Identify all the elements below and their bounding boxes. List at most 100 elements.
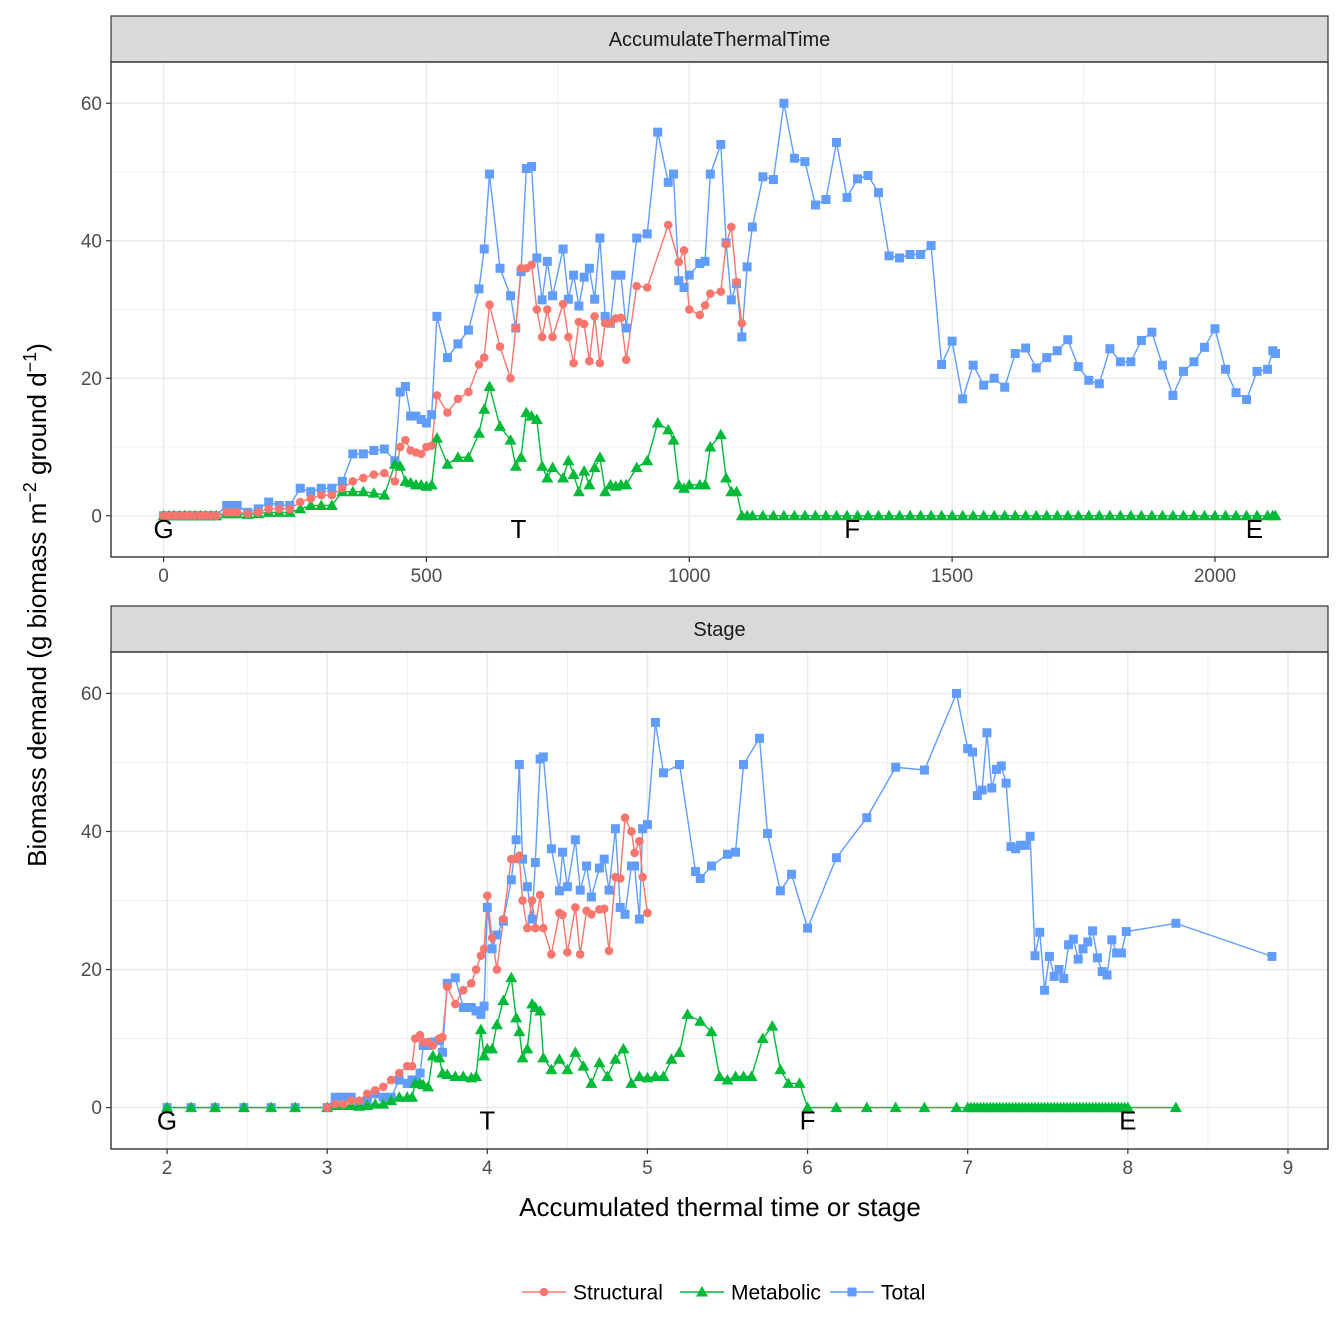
metabolic-point [1072, 509, 1085, 521]
total-point [518, 854, 528, 864]
total-point [630, 861, 640, 871]
total-point [546, 844, 556, 854]
metabolic-point [289, 1101, 302, 1113]
structural-point [322, 1103, 332, 1112]
structural-point [243, 509, 252, 518]
metabolic-point [609, 1053, 622, 1064]
strip-background [110, 15, 1329, 63]
axis-ticks: 2 3 4 5 6 7 8 9 0 20 40 60 [81, 684, 1293, 1179]
structural-point [511, 323, 521, 333]
metabolic-point [714, 428, 727, 440]
metabolic-point [537, 1051, 550, 1063]
total-point [684, 270, 694, 280]
metabolic-point [472, 427, 485, 438]
metabolic-point [553, 1053, 566, 1064]
structural-point [211, 511, 221, 521]
total-point [264, 497, 274, 507]
metabolic-point [1251, 509, 1264, 521]
metabolic-point [237, 1101, 250, 1113]
metabolic-point [1093, 509, 1106, 521]
x-tick-label: 500 [411, 566, 443, 587]
metabolic-point [1156, 509, 1169, 521]
total-point [327, 483, 337, 493]
structural-point [464, 387, 473, 397]
total-point [658, 768, 668, 778]
structural-point [706, 289, 715, 298]
metabolic-point [577, 1060, 590, 1071]
total-point [968, 360, 978, 370]
y-axis-title: Biomass demand (g biomass m−2 ground d−1… [20, 343, 52, 867]
metabolic-point [713, 1070, 726, 1082]
structural-point [506, 373, 515, 383]
total-point [787, 869, 797, 879]
total-point [620, 909, 630, 919]
total-point [1054, 965, 1064, 975]
x-axis-title: Accumulated thermal time or stage [519, 1192, 921, 1222]
total-point [395, 387, 405, 397]
structural-point [737, 318, 747, 328]
total-point [600, 311, 610, 321]
metabolic-point [967, 509, 980, 521]
total-point [775, 886, 785, 896]
structural-point [386, 1075, 396, 1085]
panel-stage: Stage G T F E 2 3 4 5 6 7 8 9 0 20 40 60 [81, 605, 1329, 1179]
structural-point [615, 874, 625, 883]
structural-point [585, 356, 594, 366]
x-tick-label: 6 [802, 1158, 813, 1179]
total-point [1011, 844, 1021, 854]
structural-point [638, 872, 647, 882]
metabolic-point [777, 509, 790, 521]
structural-point [679, 246, 689, 255]
total-point [1083, 937, 1093, 947]
total-point [1231, 388, 1241, 398]
total-point [742, 262, 752, 272]
metabolic-point [422, 1080, 435, 1092]
total-point [874, 188, 884, 198]
structural-point [362, 1089, 372, 1099]
total-point [604, 885, 614, 895]
metabolic-point [830, 1101, 843, 1113]
total-point [562, 882, 572, 892]
structural-point [537, 332, 547, 342]
total-point [458, 1002, 468, 1012]
metabolic-point [593, 1056, 606, 1068]
total-point [474, 284, 484, 294]
gridlines [111, 62, 1328, 557]
total-point [831, 853, 841, 863]
total-point [642, 820, 652, 830]
metabolic-point [705, 1025, 718, 1037]
structural-line [163, 222, 743, 517]
metabolic-point [988, 509, 1001, 521]
metabolic-point [490, 1018, 503, 1030]
total-point [669, 169, 679, 179]
metabolic-point [513, 1025, 526, 1037]
total-point [427, 410, 437, 420]
x-tick-label: 2000 [1194, 566, 1236, 587]
total-point [968, 747, 978, 757]
metabolic-point [377, 1098, 390, 1109]
metabolic-point [588, 461, 601, 473]
total-point [1220, 364, 1230, 374]
metabolic-point [793, 1077, 806, 1088]
structural-point [264, 504, 274, 514]
metabolic-line [167, 977, 1176, 1109]
metabolic-point [1135, 509, 1148, 521]
x-tick-label: 9 [1283, 1158, 1294, 1179]
metabolic-point [449, 1070, 462, 1082]
structural-point [476, 951, 486, 961]
total-point [402, 1078, 412, 1088]
structural-point [306, 494, 316, 503]
structural-point [684, 305, 694, 314]
structural-point [548, 332, 557, 342]
structural-point [432, 391, 442, 400]
metabolic-point [1219, 509, 1232, 521]
total-point [963, 744, 973, 754]
total-point [1035, 927, 1045, 937]
total-point [1242, 395, 1252, 405]
structural-point [443, 408, 452, 417]
total-point [514, 760, 524, 770]
total-point [492, 930, 502, 940]
total-point [437, 1047, 447, 1057]
